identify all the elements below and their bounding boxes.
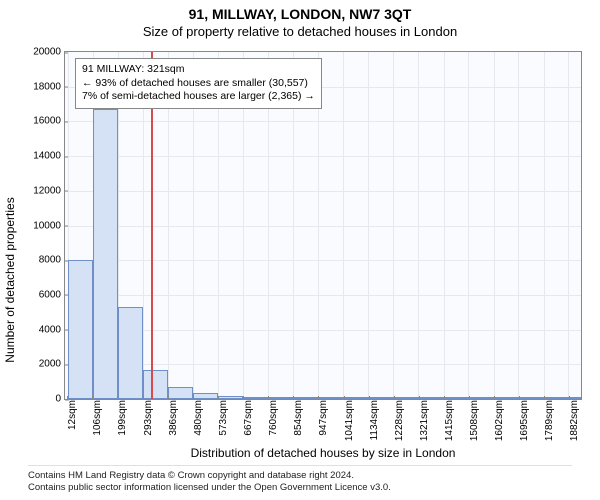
gridline-v (568, 52, 569, 399)
gridline-v (418, 52, 419, 399)
x-tick-label: 1602sqm (494, 400, 505, 441)
x-tick-label: 106sqm (92, 400, 103, 436)
y-tick: 16000 (33, 116, 65, 127)
x-tick-label: 760sqm (268, 400, 279, 436)
info-line-3: 7% of semi-detached houses are larger (2… (82, 90, 315, 104)
footer-line-2: Contains public sector information licen… (28, 482, 572, 494)
histogram-bar (343, 397, 368, 399)
info-line-2: ← 93% of detached houses are smaller (30… (82, 77, 315, 91)
page-title: 91, MILLWAY, LONDON, NW7 3QT (0, 6, 600, 22)
y-tick: 12000 (33, 185, 65, 196)
x-tick-label: 854sqm (293, 400, 304, 436)
x-tick-label: 199sqm (117, 400, 128, 436)
footer: Contains HM Land Registry data © Crown c… (28, 465, 572, 494)
x-tick-label: 667sqm (243, 400, 254, 436)
x-axis: 12sqm 106sqm 199sqm 293sqm 386sqm 480sqm 573sq… (64, 400, 582, 444)
histogram-bar (368, 397, 393, 399)
gridline-v (444, 52, 445, 399)
histogram-bar (193, 393, 218, 399)
x-tick-label: 573sqm (218, 400, 229, 436)
histogram-bar (318, 397, 343, 399)
histogram-bar (444, 397, 469, 399)
y-axis-label: Number of detached properties (3, 197, 17, 362)
info-box: 91 MILLWAY: 321sqm ← 93% of detached hou… (75, 58, 322, 109)
y-tick: 8000 (39, 255, 65, 266)
y-tick: 20000 (33, 47, 65, 58)
y-tick: 2000 (39, 359, 65, 370)
x-tick-label: 1695sqm (519, 400, 530, 441)
footer-line-1: Contains HM Land Registry data © Crown c… (28, 470, 572, 482)
y-tick: 6000 (39, 289, 65, 300)
info-line-1: 91 MILLWAY: 321sqm (82, 63, 315, 77)
x-tick-label: 1508sqm (469, 400, 480, 441)
histogram-bar (93, 109, 118, 399)
histogram-bar (393, 397, 418, 399)
histogram-bar (468, 397, 493, 399)
x-tick-label: 1321sqm (419, 400, 430, 441)
x-tick-label: 12sqm (67, 400, 78, 430)
x-tick-label: 947sqm (318, 400, 329, 436)
histogram-bar (418, 397, 443, 399)
histogram-bar (494, 397, 519, 399)
y-tick: 10000 (33, 220, 65, 231)
plot-area: 91 MILLWAY: 321sqm ← 93% of detached hou… (64, 51, 582, 400)
histogram-bar (544, 397, 569, 399)
histogram-bar (518, 397, 543, 399)
x-tick-label: 1882sqm (569, 400, 580, 441)
y-tick: 14000 (33, 151, 65, 162)
histogram-bar (118, 307, 143, 399)
histogram-bar (143, 370, 168, 399)
x-tick-label: 1041sqm (344, 400, 355, 441)
histogram-bar (268, 397, 293, 399)
histogram-bar (168, 387, 193, 399)
histogram-bar (68, 260, 93, 399)
gridline-v (468, 52, 469, 399)
x-tick-label: 1415sqm (444, 400, 455, 441)
chart-frame: Number of detached properties 91 MILLWAY… (14, 45, 586, 500)
y-tick: 4000 (39, 324, 65, 335)
gridline-v (393, 52, 394, 399)
x-tick-label: 386sqm (168, 400, 179, 436)
x-tick-label: 293sqm (143, 400, 154, 436)
x-tick-label: 1134sqm (369, 400, 380, 440)
gridline-v (368, 52, 369, 399)
gridline-v (494, 52, 495, 399)
x-tick-label: 1228sqm (394, 400, 405, 441)
gridline-v (518, 52, 519, 399)
gridline-v (343, 52, 344, 399)
histogram-bar (293, 397, 318, 399)
plot-outer: 91 MILLWAY: 321sqm ← 93% of detached hou… (64, 51, 582, 400)
x-tick-label: 480sqm (193, 400, 204, 436)
y-tick: 18000 (33, 81, 65, 92)
x-axis-label: Distribution of detached houses by size … (64, 446, 582, 460)
gridline-v (544, 52, 545, 399)
page: 91, MILLWAY, LONDON, NW7 3QT Size of pro… (0, 0, 600, 500)
x-tick-label: 1789sqm (544, 400, 555, 441)
page-subtitle: Size of property relative to detached ho… (0, 24, 600, 39)
histogram-bar (218, 396, 243, 399)
histogram-bar (243, 397, 268, 399)
